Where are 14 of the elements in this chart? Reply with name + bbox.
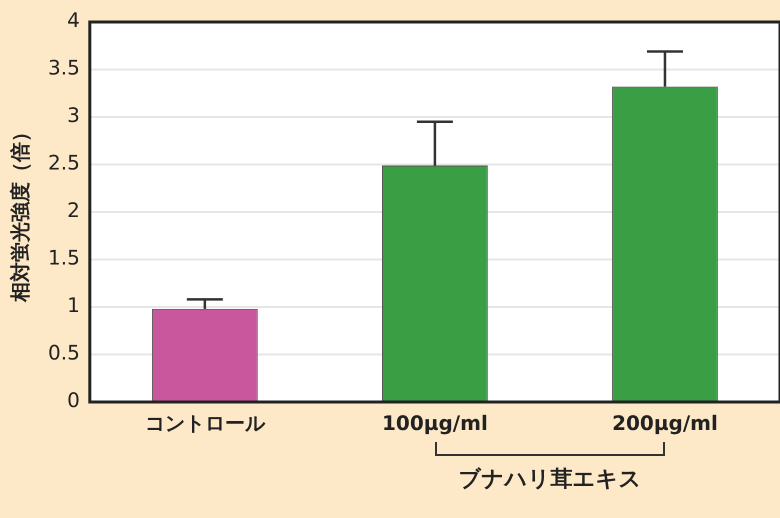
y-tick-label: 4: [67, 8, 80, 32]
x-tick-label: 100μg/ml: [382, 411, 488, 436]
y-tick-label: 2: [67, 198, 80, 222]
y-tick-label: 1.5: [48, 246, 80, 270]
y-tick-label: 0.5: [48, 340, 80, 365]
text: ブナハリ茸エキス: [458, 466, 642, 494]
x-tick-label: 200μg/ml: [612, 411, 718, 436]
y-tick-label: 0: [67, 388, 80, 412]
y-tick-label: 3.5: [48, 56, 80, 80]
y-tick-label: 1: [67, 293, 80, 318]
y-tick-label: 2.5: [48, 150, 80, 175]
y-axis-title: 相対蛍光強度（倍）: [8, 122, 32, 303]
x-tick-label: コントロール: [144, 411, 266, 436]
y-tick-label: 3: [67, 103, 80, 128]
